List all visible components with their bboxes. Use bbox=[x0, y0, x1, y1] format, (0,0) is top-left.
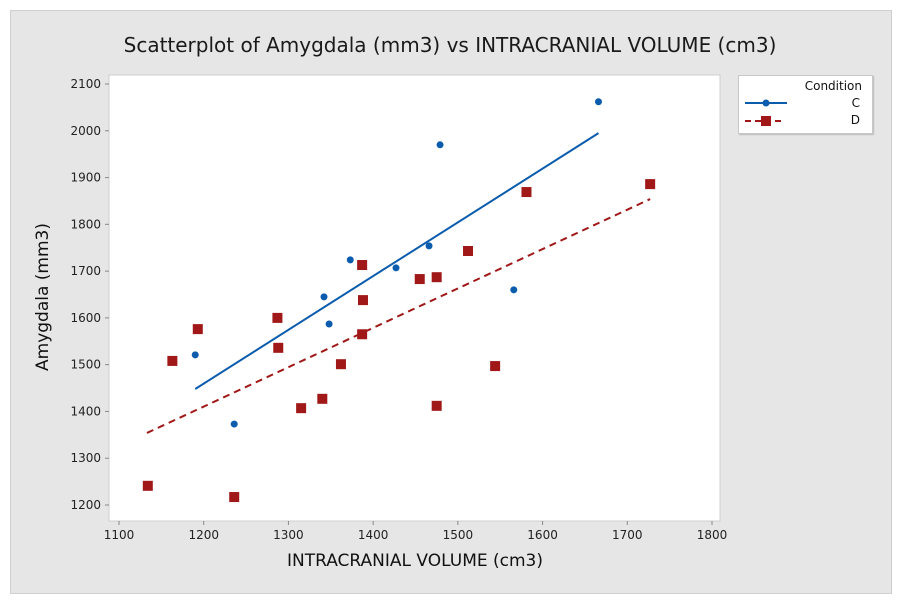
data-point-c bbox=[436, 141, 444, 149]
data-point-d bbox=[142, 480, 153, 491]
y-tick-label: 1400 bbox=[70, 404, 101, 418]
data-point-c bbox=[191, 351, 199, 359]
y-tick-label: 2100 bbox=[70, 77, 101, 91]
data-point-d bbox=[521, 187, 532, 198]
x-axis-label: INTRACRANIAL VOLUME (cm3) bbox=[287, 551, 543, 571]
chart-title: Scatterplot of Amygdala (mm3) vs INTRACR… bbox=[123, 33, 777, 57]
x-tick-label: 1500 bbox=[443, 528, 474, 542]
legend-marker-d bbox=[761, 116, 771, 126]
legend: Condition C D bbox=[738, 75, 873, 134]
data-point-d bbox=[273, 342, 284, 353]
y-tick-label: 1800 bbox=[70, 217, 101, 231]
fit-line-c bbox=[194, 132, 600, 390]
legend-title: Condition bbox=[804, 79, 862, 93]
data-point-d bbox=[357, 295, 368, 306]
y-tick-label: 1700 bbox=[70, 264, 101, 278]
y-tick-label: 1200 bbox=[70, 498, 101, 512]
data-point-c bbox=[230, 420, 238, 428]
x-tick-label: 1200 bbox=[188, 528, 219, 542]
data-point-c bbox=[425, 242, 433, 250]
data-point-d bbox=[414, 274, 425, 285]
data-point-c bbox=[346, 256, 354, 264]
x-tick-label: 1100 bbox=[104, 528, 135, 542]
data-point-d bbox=[431, 400, 442, 411]
data-point-d bbox=[167, 355, 178, 366]
y-tick-label: 1600 bbox=[70, 311, 101, 325]
data-point-d bbox=[296, 403, 307, 414]
legend-label-c: C bbox=[851, 96, 860, 110]
data-point-c bbox=[594, 98, 602, 106]
data-point-d bbox=[431, 272, 442, 283]
data-point-c bbox=[325, 320, 333, 328]
fit-line-d bbox=[146, 198, 651, 434]
plot-area bbox=[108, 74, 721, 522]
x-tick-label: 1300 bbox=[273, 528, 304, 542]
legend-symbols bbox=[745, 99, 787, 126]
data-point-d bbox=[335, 359, 346, 370]
legend-label-d: D bbox=[850, 113, 860, 127]
data-point-d bbox=[357, 260, 368, 271]
y-tick-label: 1900 bbox=[70, 171, 101, 185]
legend-marker-c bbox=[762, 99, 770, 107]
data-point-c bbox=[392, 264, 400, 272]
data-point-d bbox=[229, 492, 240, 503]
y-axis-label: Amygdala (mm3) bbox=[33, 223, 53, 371]
data-point-d bbox=[272, 312, 283, 323]
y-tick-label: 2000 bbox=[70, 124, 101, 138]
data-point-d bbox=[645, 179, 656, 190]
data-point-c bbox=[510, 286, 518, 294]
y-tick-label: 1500 bbox=[70, 358, 101, 372]
data-point-d bbox=[192, 324, 203, 335]
data-point-d bbox=[357, 329, 368, 340]
x-tick-label: 1400 bbox=[358, 528, 389, 542]
data-point-c bbox=[320, 293, 328, 301]
data-point-d bbox=[463, 245, 474, 256]
data-point-d bbox=[490, 361, 501, 372]
x-tick-label: 1600 bbox=[527, 528, 558, 542]
x-tick-label: 1700 bbox=[612, 528, 643, 542]
x-tick-label: 1800 bbox=[697, 528, 728, 542]
y-tick-label: 1300 bbox=[70, 451, 101, 465]
data-point-d bbox=[317, 393, 328, 404]
